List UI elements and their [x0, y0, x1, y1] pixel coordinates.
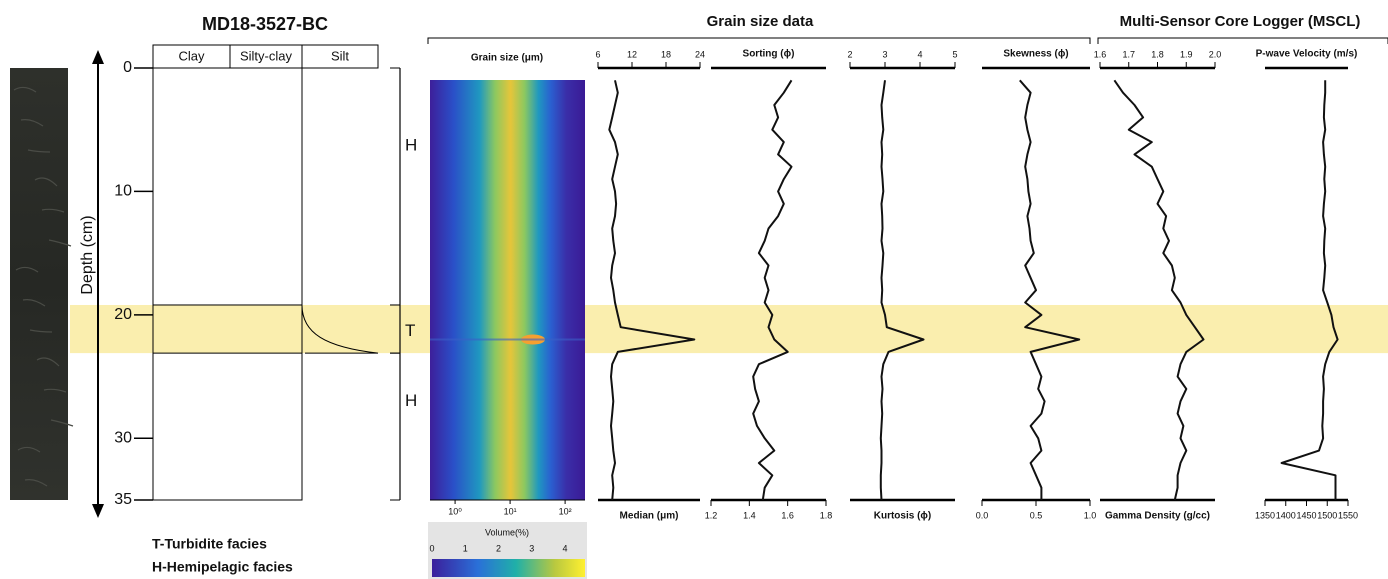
- depth-tick-label: 20: [114, 306, 132, 323]
- x-tick-label: 1.4: [743, 510, 756, 520]
- x-tick-label: 2.0: [1209, 49, 1222, 59]
- profile-line: [1019, 79, 1081, 500]
- x-tick-label: 6: [595, 49, 600, 59]
- heatmap-tick-label: 10⁰: [448, 506, 462, 516]
- x-tick-label: 5: [952, 49, 957, 59]
- x-tick-label: 24: [695, 49, 705, 59]
- lith-silt-curve: [301, 304, 379, 354]
- colorbar-label: Volume(%): [485, 527, 529, 537]
- lith-turbidite: [152, 304, 303, 354]
- axis-title: Skewness (ϕ): [1003, 49, 1068, 60]
- x-tick-label: 1450: [1296, 510, 1316, 520]
- core-lamina: [48, 239, 72, 247]
- core-photo: [10, 68, 68, 500]
- x-tick-label: 1.6: [781, 510, 794, 520]
- x-tick-label: 0.0: [976, 510, 989, 520]
- colorbar-tick-label: 0: [429, 543, 434, 553]
- facies-label: H: [405, 136, 417, 155]
- heatmap-tick-label: 10²: [559, 506, 572, 516]
- x-tick-label: 1.7: [1122, 49, 1135, 59]
- x-tick-label: 4: [917, 49, 922, 59]
- group-title: Grain size data: [707, 13, 814, 30]
- axis-title: Gamma Density (g/cc): [1105, 511, 1210, 522]
- x-tick-label: 18: [661, 49, 671, 59]
- depth-tick-label: 0: [123, 59, 132, 76]
- depth-tick-label: 10: [114, 183, 132, 200]
- x-tick-label: 1500: [1317, 510, 1337, 520]
- colorbar: [432, 559, 585, 577]
- group-bracket: [1097, 37, 1388, 44]
- x-tick-label: 1.2: [705, 510, 718, 520]
- core-lamina: [41, 208, 65, 213]
- core-lamina: [13, 86, 37, 93]
- profile-line: [752, 79, 793, 501]
- core-lamina: [24, 479, 48, 487]
- axis-title: Kurtosis (ϕ): [874, 511, 932, 522]
- heatmap-title: Grain size (μm): [471, 53, 543, 64]
- colorbar-tick-label: 1: [463, 543, 468, 553]
- heatmap-tick-label: 10¹: [504, 506, 517, 516]
- x-tick-label: 1550: [1338, 510, 1358, 520]
- profile-line: [1280, 80, 1339, 500]
- axis-title: P-wave Velocity (m/s): [1256, 49, 1358, 60]
- core-title: MD18-3527-BC: [202, 14, 328, 34]
- depth-tick-label: 30: [114, 430, 132, 447]
- x-tick-label: 2: [847, 49, 852, 59]
- x-tick-label: 0.5: [1030, 510, 1043, 520]
- x-tick-label: 1.9: [1180, 49, 1193, 59]
- arrow-head: [92, 50, 104, 64]
- depth-label: Depth (cm): [79, 215, 96, 294]
- heatmap: [430, 80, 585, 500]
- axis-title: Sorting (ϕ): [743, 49, 795, 60]
- lith-body: [152, 67, 303, 501]
- core-lamina: [34, 177, 58, 187]
- profile-line: [879, 80, 925, 501]
- x-tick-label: 12: [627, 49, 637, 59]
- facies-note: T-Turbidite facies: [152, 536, 267, 552]
- core-lamina: [29, 329, 53, 333]
- core-lamina: [20, 119, 44, 127]
- group-bracket: [427, 37, 1091, 44]
- core-lamina: [22, 299, 46, 307]
- core-lamina: [36, 357, 60, 367]
- colorbar-tick-label: 2: [496, 543, 501, 553]
- x-tick-label: 3: [882, 49, 887, 59]
- x-tick-label: 1.8: [1151, 49, 1164, 59]
- lith-header-label: Silty-clay: [240, 48, 293, 63]
- facies-label: T: [405, 321, 415, 340]
- lith-header-label: Silt: [331, 48, 349, 63]
- facies-note: H-Hemipelagic facies: [152, 559, 293, 575]
- x-tick-label: 1350: [1255, 510, 1275, 520]
- turbidite-band: [70, 304, 1388, 354]
- colorbar-tick-label: 4: [563, 543, 568, 553]
- facies-label: H: [405, 391, 417, 410]
- axis-title: Median (μm): [620, 511, 679, 522]
- profile-line: [608, 80, 696, 501]
- colorbar-tick-label: 3: [529, 543, 534, 553]
- x-tick-label: 1.0: [1084, 510, 1097, 520]
- arrow-head: [92, 504, 104, 518]
- group-title: Multi-Sensor Core Logger (MSCL): [1120, 13, 1361, 30]
- depth-tick-label: 35: [114, 491, 132, 508]
- core-lamina: [15, 266, 39, 273]
- core-lamina: [50, 419, 74, 427]
- x-tick-label: 1400: [1276, 510, 1296, 520]
- core-lamina: [27, 149, 51, 153]
- core-lamina: [43, 388, 67, 393]
- lith-header: [301, 44, 379, 69]
- profile-line: [1113, 79, 1205, 501]
- lith-header-label: Clay: [178, 48, 205, 63]
- x-tick-label: 1.8: [820, 510, 833, 520]
- core-lamina: [17, 446, 41, 453]
- x-tick-label: 1.6: [1094, 49, 1107, 59]
